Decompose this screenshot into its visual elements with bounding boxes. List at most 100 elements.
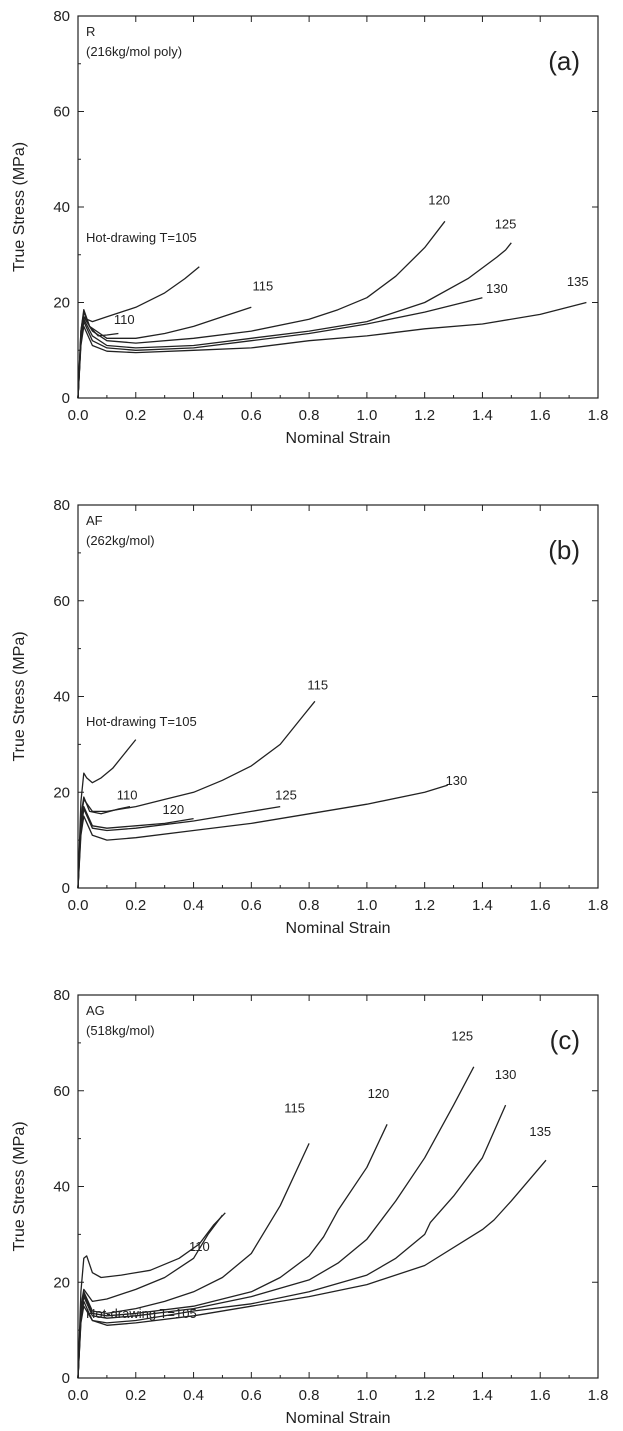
y-tick-label: 80 [53,987,70,1004]
x-tick-label: 1.4 [472,407,493,424]
curve-105 [77,266,200,399]
sample-detail: (262kg/mol) [86,533,155,548]
curve-label-115: 115 [253,279,274,294]
curve-105 [77,1212,226,1379]
curve-label-120: 120 [368,1086,390,1101]
y-tick-label: 40 [53,689,70,706]
y-tick-label: 80 [53,8,70,25]
panel-letter: (c) [550,1025,580,1055]
curve-120 [77,1124,388,1379]
panel-letter: (a) [548,46,580,76]
curve-label-130: 130 [446,773,468,788]
x-tick-label: 0.4 [183,407,204,424]
curve-label-125: 125 [451,1028,473,1043]
y-tick-label: 20 [53,1274,70,1291]
curve-105 [77,739,137,889]
y-axis-title: True Stress (MPa) [11,631,28,761]
curve-label-130: 130 [495,1067,517,1082]
curve-label-125: 125 [275,787,297,802]
x-tick-label: 1.8 [588,897,609,914]
curve-130 [77,784,448,889]
curve-label-120: 120 [162,802,184,817]
x-tick-label: 0.6 [241,897,262,914]
x-tick-label: 1.4 [472,1387,493,1404]
curve-115 [77,306,252,399]
x-tick-label: 1.0 [356,407,377,424]
plot-frame [77,504,599,889]
y-tick-label: 20 [53,784,70,801]
x-tick-label: 1.0 [356,1387,377,1404]
y-axis-title: True Stress (MPa) [11,1121,28,1251]
curve-110 [77,311,119,399]
curve-135 [77,301,587,399]
x-tick-label: 0.0 [68,1387,89,1404]
x-tick-label: 1.4 [472,897,493,914]
y-tick-label: 0 [62,390,70,407]
y-tick-label: 40 [53,199,70,216]
x-tick-label: 1.6 [530,897,551,914]
x-tick-label: 1.8 [588,1387,609,1404]
curve-label-135: 135 [567,274,589,289]
curve-130 [77,1104,507,1379]
x-tick-label: 0.8 [299,1387,320,1404]
x-tick-label: 0.2 [125,1387,146,1404]
curve-120 [77,220,446,399]
y-tick-label: 0 [62,880,70,897]
y-tick-label: 60 [53,1083,70,1100]
plot-frame [77,15,599,399]
x-tick-label: 0.6 [241,1387,262,1404]
x-tick-label: 1.6 [530,1387,551,1404]
y-axis-title: True Stress (MPa) [11,142,28,272]
x-tick-label: 0.8 [299,407,320,424]
x-tick-label: 1.2 [414,407,435,424]
sample-detail: (518kg/mol) [86,1023,155,1038]
x-tick-label: 1.8 [588,407,609,424]
x-tick-label: 0.0 [68,407,89,424]
curve-135 [77,1159,547,1379]
x-tick-label: 1.2 [414,1387,435,1404]
y-tick-label: 60 [53,104,70,121]
x-axis-title: Nominal Strain [286,430,391,447]
sample-name: AG [86,1003,105,1018]
x-axis-title: Nominal Strain [286,920,391,937]
x-tick-label: 0.2 [125,407,146,424]
x-tick-label: 0.4 [183,1387,204,1404]
y-tick-label: 60 [53,593,70,610]
sample-name: R [86,24,95,39]
curve-125 [77,1066,475,1379]
y-tick-label: 20 [53,295,70,312]
curve-label-135: 135 [529,1124,551,1139]
curve-115 [77,700,316,889]
hot-drawing-annotation: Hot-drawing T=105 [86,714,197,729]
x-tick-label: 1.0 [356,897,377,914]
hot-drawing-annotation: Hot-drawing T=105 [86,230,197,245]
panel-b: 0.0 0.2 0.4 0.6 0.8 1.0 1.2 1.4 1.6 1.8 0 20 40 60 80 N… [11,497,608,937]
curve-label-110: 110 [189,1239,210,1254]
curve-130 [77,297,483,399]
curve-label-125: 125 [495,216,517,231]
x-axis-title: Nominal Strain [286,1410,391,1427]
curve-label-115: 115 [284,1100,305,1115]
x-tick-label: 1.6 [530,407,551,424]
x-tick-label: 1.2 [414,897,435,914]
curve-120 [77,805,194,889]
x-tick-label: 0.6 [241,407,262,424]
x-tick-label: 0.0 [68,897,89,914]
y-tick-label: 80 [53,497,70,514]
panel-c: 0.0 0.2 0.4 0.6 0.8 1.0 1.2 1.4 1.6 1.8 0 20 40 60 80 N… [11,987,608,1427]
curve-label-120: 120 [428,193,450,208]
x-tick-label: 0.4 [183,897,204,914]
curve-125 [77,242,512,399]
curve-label-130: 130 [486,281,508,296]
sample-detail: (216kg/mol poly) [86,44,182,59]
panel-a: 0.0 0.2 0.4 0.6 0.8 1.0 1.2 1.4 1.6 1.8 0 20 40 60 80 N… [11,8,608,447]
curve-115 [77,1143,310,1379]
curve-label-115: 115 [307,677,328,692]
x-tick-label: 0.2 [125,897,146,914]
y-tick-label: 0 [62,1370,70,1387]
y-tick-label: 40 [53,1179,70,1196]
curve-125 [77,805,281,889]
curve-label-110: 110 [114,312,135,327]
sample-name: AF [86,513,103,528]
